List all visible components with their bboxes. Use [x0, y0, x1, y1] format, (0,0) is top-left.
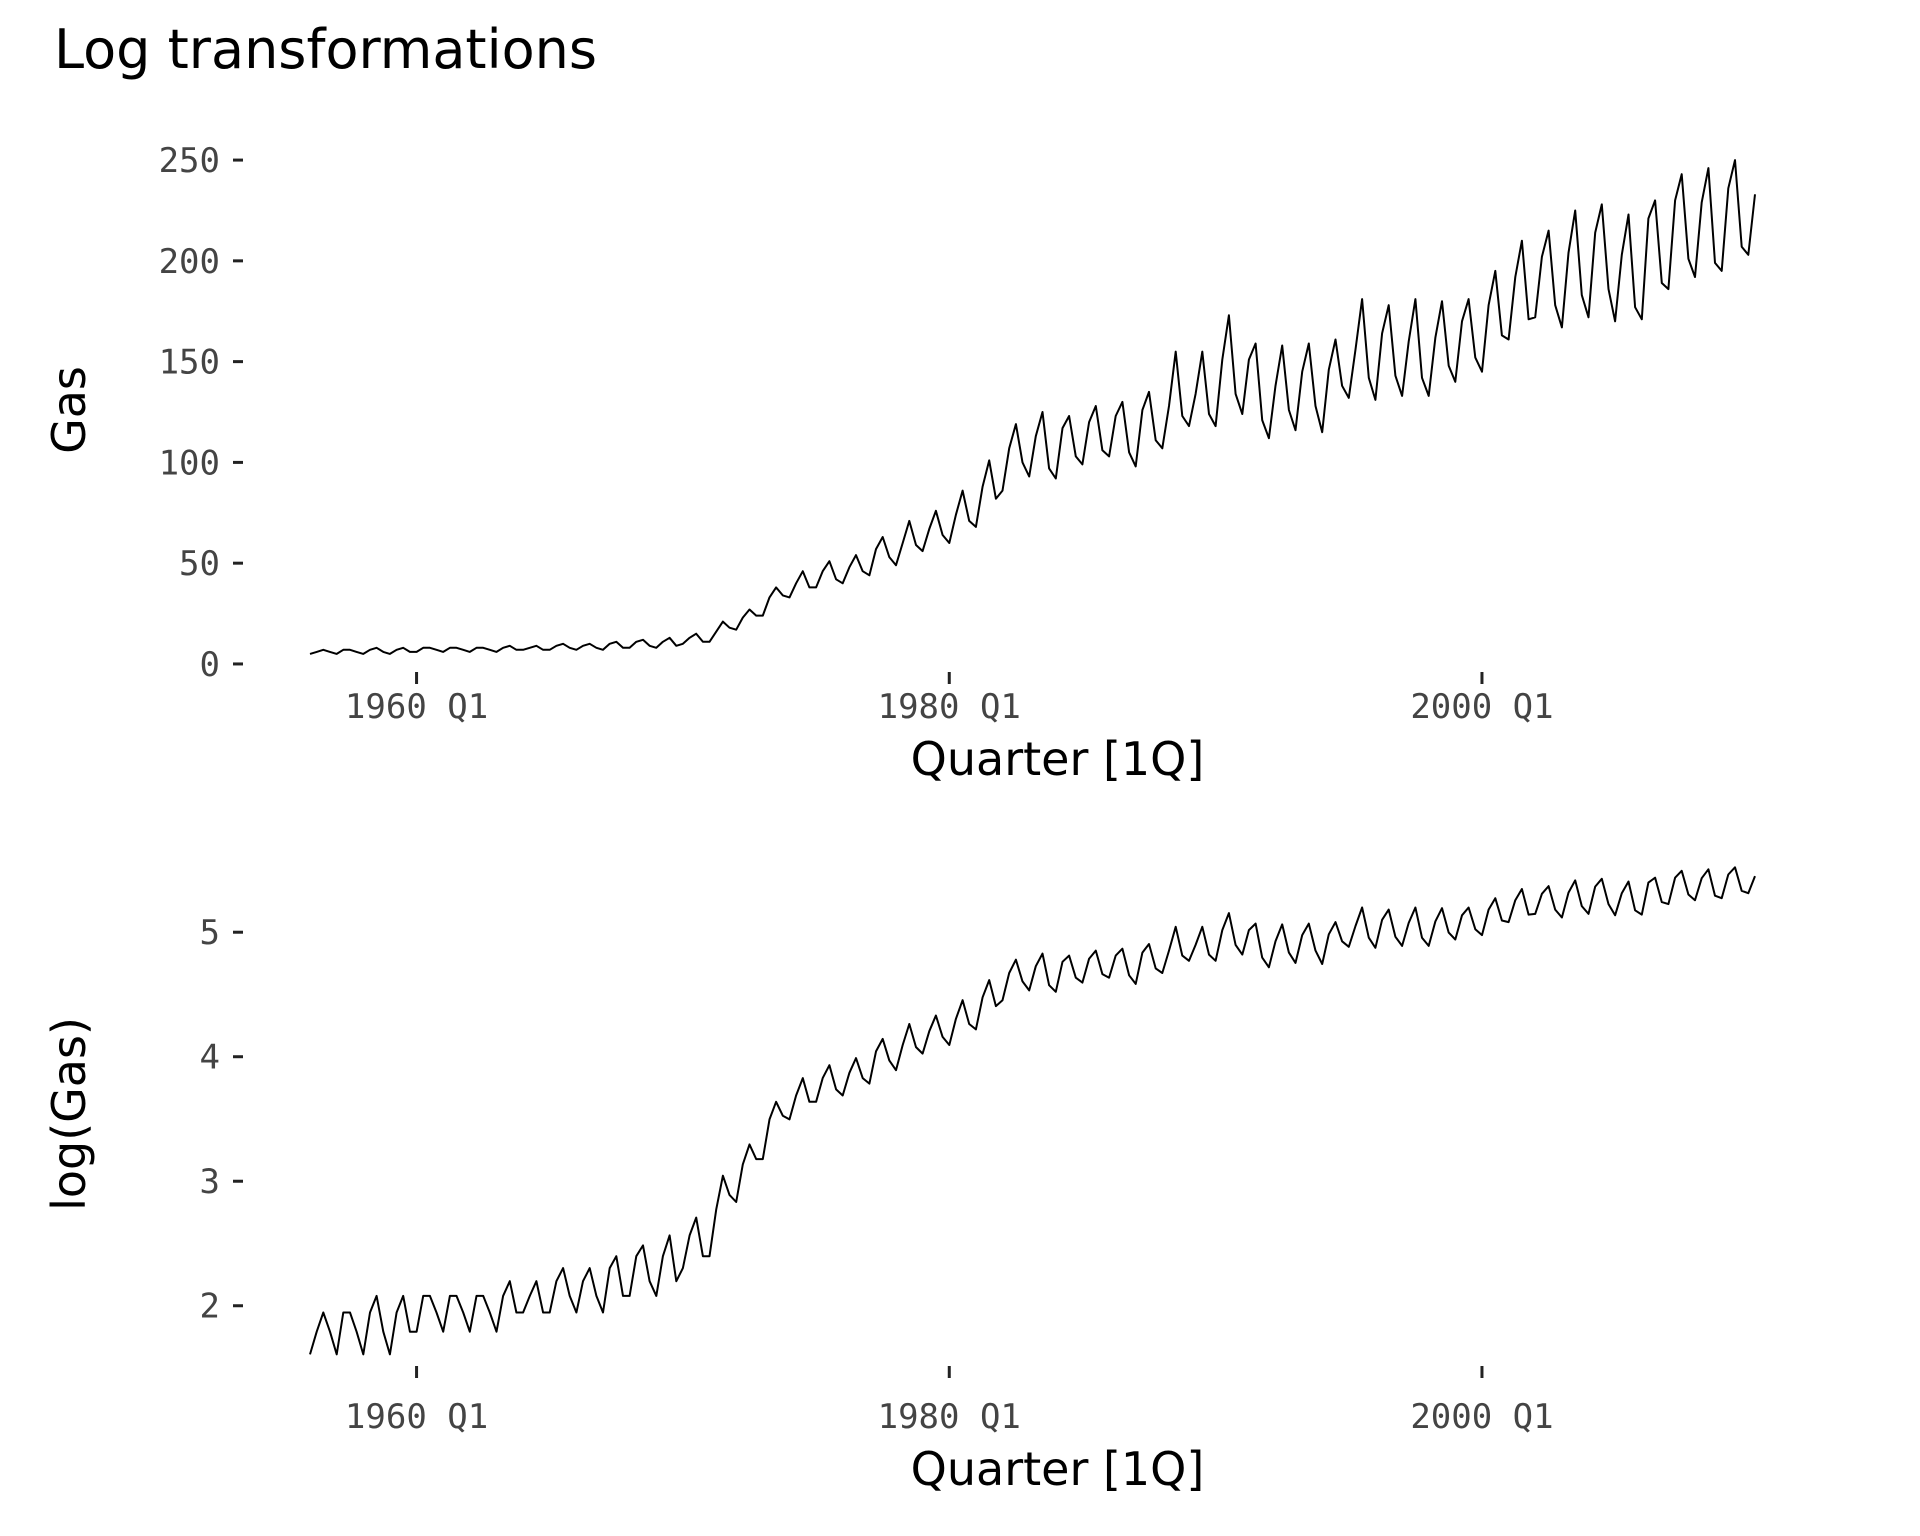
y-axis-label: Gas	[42, 366, 96, 454]
y-tick-label: 2	[200, 1287, 220, 1327]
x-axis-label: Quarter [1Q]	[911, 1442, 1205, 1496]
y-tick-label: 5	[200, 913, 220, 953]
y-tick-label: 4	[200, 1038, 220, 1078]
y-tick-label: 3	[200, 1162, 220, 1202]
x-tick-label: 2000 Q1	[1410, 687, 1553, 727]
x-tick-label: 1980 Q1	[878, 1397, 1021, 1437]
x-tick-label: 1980 Q1	[878, 687, 1021, 727]
gas-series-line	[309, 159, 1756, 655]
x-tick-label: 1960 Q1	[345, 687, 488, 727]
y-axis-label: log(Gas)	[42, 1017, 96, 1211]
x-tick-label: 2000 Q1	[1410, 1397, 1553, 1437]
x-axis-label: Quarter [1Q]	[911, 732, 1205, 786]
y-tick-label: 0	[200, 645, 220, 685]
y-tick-label: 200	[159, 242, 220, 282]
y-tick-label: 150	[159, 343, 220, 383]
log-gas-series-line	[309, 866, 1756, 1356]
y-tick-label: 100	[159, 443, 220, 483]
y-tick-label: 50	[179, 544, 220, 584]
chart-title: Log transformations	[54, 18, 598, 81]
x-tick-label: 1960 Q1	[345, 1397, 488, 1437]
y-tick-label: 250	[159, 141, 220, 181]
